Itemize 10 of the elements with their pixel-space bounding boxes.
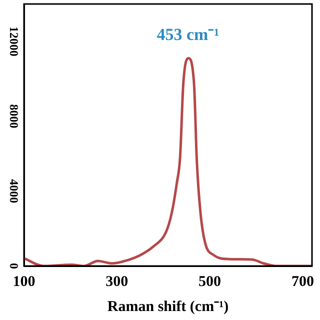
y-tick-label: 0 bbox=[6, 263, 21, 269]
y-tick-label: 4000 bbox=[6, 179, 21, 204]
x-tick-label: 700 bbox=[291, 274, 314, 290]
x-axis-title: Raman shift (cm⁻¹) bbox=[107, 298, 229, 315]
x-tick-label: 500 bbox=[198, 274, 222, 290]
annotation: 453 cm⁻¹ bbox=[156, 25, 220, 44]
x-tick-label: 100 bbox=[12, 274, 36, 290]
x-tick-label: 300 bbox=[106, 274, 128, 290]
y-tick-label: 12000 bbox=[6, 26, 21, 56]
y-tick-label: 8000 bbox=[6, 104, 21, 128]
